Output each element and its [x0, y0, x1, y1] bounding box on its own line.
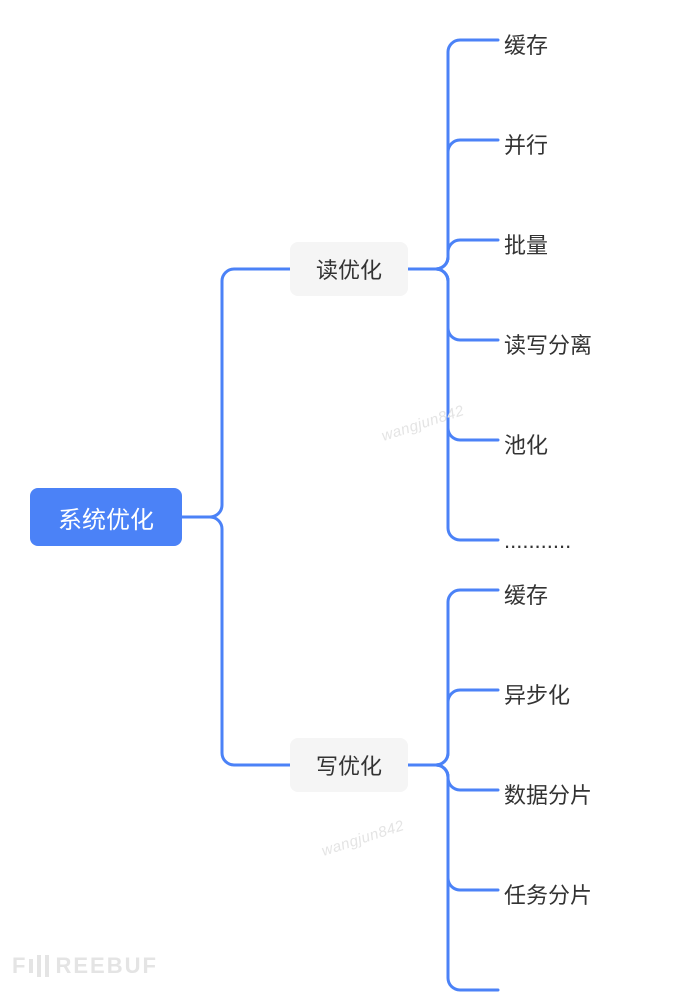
- leaf-node: 任务分片: [504, 874, 592, 914]
- leaf-label: 异步化: [504, 678, 570, 710]
- leaf-node: ...........: [504, 524, 571, 558]
- branch-node-read: 读优化: [290, 242, 408, 296]
- footer-logo: F REEBUF: [12, 952, 158, 980]
- footer-logo-prefix: F: [12, 953, 27, 979]
- leaf-label: 读写分离: [504, 328, 592, 360]
- leaf-node: 缓存: [504, 24, 548, 64]
- leaf-node: 读写分离: [504, 324, 592, 364]
- footer-logo-bars: [29, 955, 49, 977]
- watermark-text: wangjun842: [379, 402, 466, 445]
- leaf-node: ...........: [504, 974, 571, 994]
- leaf-node: 缓存: [504, 574, 548, 614]
- root-node: 系统优化: [30, 488, 182, 546]
- branch-node-write: 写优化: [290, 738, 408, 792]
- leaf-label: 池化: [504, 428, 548, 460]
- leaf-label: 批量: [504, 228, 548, 260]
- watermark-text: wangjun842: [319, 817, 406, 860]
- branch-label: 写优化: [316, 749, 382, 781]
- leaf-node: 数据分片: [504, 774, 592, 814]
- root-label: 系统优化: [58, 500, 154, 535]
- leaf-label: 并行: [504, 128, 548, 160]
- leaf-node: 批量: [504, 224, 548, 264]
- leaf-node: 异步化: [504, 674, 570, 714]
- leaf-label: ...........: [504, 528, 571, 554]
- footer-logo-text: REEBUF: [55, 953, 157, 979]
- branch-label: 读优化: [316, 253, 382, 285]
- leaf-node: 池化: [504, 424, 548, 464]
- leaf-label: 缓存: [504, 28, 548, 60]
- mindmap-canvas: 系统优化 wangjun842 wangjun842 F REEBUF 读优化缓…: [0, 0, 690, 994]
- leaf-label: ...........: [504, 978, 571, 994]
- leaf-label: 数据分片: [504, 778, 592, 810]
- leaf-label: 缓存: [504, 578, 548, 610]
- leaf-node: 并行: [504, 124, 548, 164]
- leaf-label: 任务分片: [504, 878, 592, 910]
